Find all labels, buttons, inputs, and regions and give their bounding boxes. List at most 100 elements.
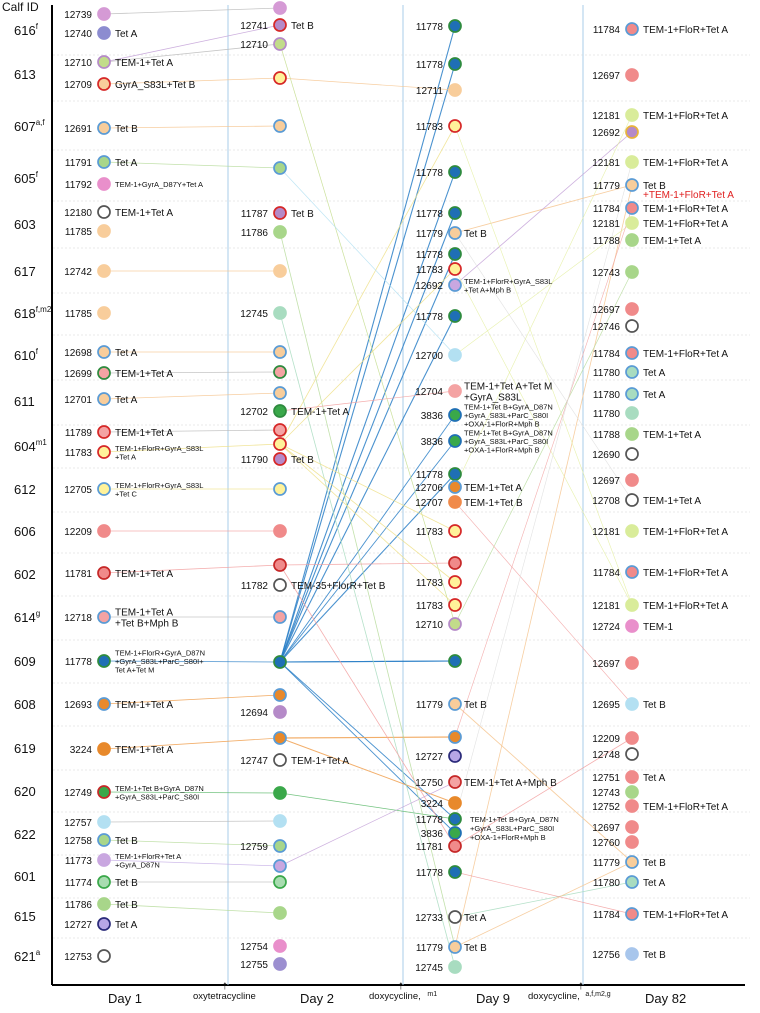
isolate-dot xyxy=(625,155,639,169)
gene-label: +Tet A+Mph B xyxy=(464,285,511,294)
isolate-node xyxy=(625,233,639,247)
isolate-node xyxy=(273,688,287,702)
isolate-dot xyxy=(97,949,111,963)
isolate-dot xyxy=(273,264,287,278)
isolate-id: 12704 xyxy=(415,387,443,398)
isolate-node xyxy=(448,865,462,879)
isolate-link xyxy=(103,820,281,823)
isolate-link xyxy=(454,861,633,948)
isolate-dot xyxy=(97,306,111,320)
isolate-dot xyxy=(625,697,639,711)
calf-id: 607 xyxy=(14,119,36,134)
calf-id-superscript: m1 xyxy=(36,438,48,447)
isolate-dot xyxy=(625,473,639,487)
isolate-link xyxy=(454,184,633,948)
isolate-id: 12700 xyxy=(415,351,443,362)
isolate-id: 11788 xyxy=(593,430,621,441)
isolate-dot xyxy=(97,610,111,624)
isolate-node xyxy=(97,654,111,668)
calf-id-superscript: f xyxy=(36,22,39,31)
isolate-node xyxy=(625,346,639,360)
isolate-link xyxy=(279,661,456,834)
isolate-dot xyxy=(273,610,287,624)
isolate-dot xyxy=(448,556,462,570)
isolate-node xyxy=(448,278,462,292)
calf-id-label: 609 xyxy=(14,654,36,669)
isolate-node xyxy=(625,178,639,192)
isolate-dot xyxy=(625,835,639,849)
gene-label: +GyrA_S83L+ParC_S80I xyxy=(464,411,548,420)
isolate-id: 11782 xyxy=(241,581,269,592)
isolate-node xyxy=(273,437,287,451)
isolate-id: 12727 xyxy=(64,920,92,931)
calf-id-label: 620 xyxy=(14,784,36,799)
isolate-link xyxy=(454,207,633,738)
isolate-link xyxy=(103,903,281,914)
isolate-node xyxy=(448,309,462,323)
isolate-node xyxy=(97,155,111,169)
isolate-dot xyxy=(273,875,287,889)
isolate-id: 12750 xyxy=(415,778,443,789)
gene-label: TEM-1+FloR+Tet A xyxy=(643,204,728,215)
isolate-node xyxy=(97,425,111,439)
isolate-id: 12742 xyxy=(64,267,92,278)
isolate-node xyxy=(625,875,639,889)
isolate-node xyxy=(273,404,287,418)
isolate-dot xyxy=(273,1,287,15)
gene-label: TEM-1+Tet A xyxy=(643,430,701,441)
isolate-node xyxy=(273,558,287,572)
isolate-id: 12181 xyxy=(592,601,620,612)
isolate-node xyxy=(625,770,639,784)
isolate-node xyxy=(625,799,639,813)
gene-label-group: +GyrA_S83L+ParC_S80I xyxy=(470,824,554,833)
isolate-id: 12739 xyxy=(64,10,92,21)
isolate-dot xyxy=(448,206,462,220)
isolate-node xyxy=(273,161,287,175)
isolate-node xyxy=(97,264,111,278)
isolate-id: 11779 xyxy=(416,700,444,711)
isolate-dot xyxy=(625,108,639,122)
isolate-node xyxy=(273,814,287,828)
isolate-node xyxy=(625,387,639,401)
svg-text:doxycycline, a,f,m2,g: doxycycline, a,f,m2,g xyxy=(528,991,611,1002)
gene-label: Tet B xyxy=(643,700,666,711)
isolate-id: 11786 xyxy=(241,228,269,239)
isolate-node xyxy=(625,697,639,711)
gene-label: Tet A xyxy=(643,390,666,401)
isolate-dot xyxy=(625,799,639,813)
isolate-dot xyxy=(97,366,111,380)
calf-id-superscript: a xyxy=(36,948,41,957)
isolate-id: 12733 xyxy=(415,913,443,924)
isolate-node xyxy=(273,524,287,538)
isolate-node xyxy=(625,22,639,36)
isolate-dot xyxy=(273,655,287,669)
calf-id-label: 610f xyxy=(14,347,39,363)
calf-id: 618 xyxy=(14,306,36,321)
gene-label-group: +OXA-1+FlorR+Mph B xyxy=(470,833,546,842)
isolate-id: 12695 xyxy=(592,700,620,711)
calf-id-superscript: f xyxy=(36,347,39,356)
gene-label: Tet A xyxy=(115,920,138,931)
isolate-link xyxy=(454,871,633,915)
isolate-link xyxy=(279,660,456,663)
isolate-dot xyxy=(625,875,639,889)
calf-id-label: 617 xyxy=(14,264,36,279)
isolate-link xyxy=(279,167,456,356)
node-layer xyxy=(97,1,639,974)
gene-label: Tet B xyxy=(115,124,138,135)
isolate-node xyxy=(448,348,462,362)
isolate-node xyxy=(97,177,111,191)
gene-label: TEM-35+FlorR+Tet B xyxy=(291,581,386,592)
gene-label: TEM-1+FlorR+Tet A xyxy=(115,852,181,861)
isolate-link xyxy=(279,231,456,948)
isolate-id: 3224 xyxy=(421,799,444,810)
isolate-node xyxy=(273,731,287,745)
isolate-node xyxy=(273,365,287,379)
isolate-node xyxy=(273,264,287,278)
isolate-dot xyxy=(625,302,639,316)
isolate-id: 11778 xyxy=(416,815,444,826)
isolate-node xyxy=(448,83,462,97)
gene-label: Tet A xyxy=(643,368,666,379)
isolate-node xyxy=(448,826,462,840)
isolate-dot xyxy=(448,775,462,789)
